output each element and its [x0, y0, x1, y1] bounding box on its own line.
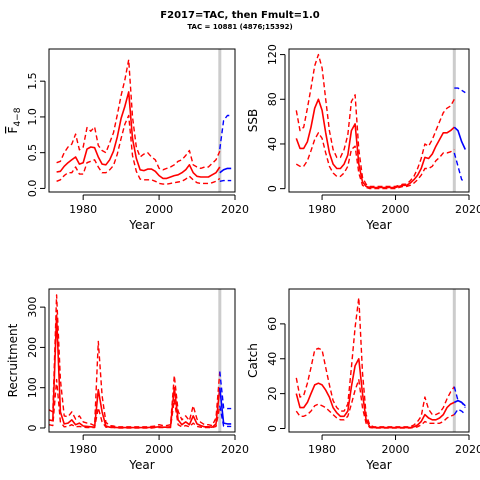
x-tick-label: 2020 [455, 443, 480, 456]
x-tick-label: 2000 [382, 443, 410, 456]
y-axis-title: Recruitment [6, 323, 20, 397]
figure-subtitle: TAC = 10881 (4876;15392) [187, 23, 293, 31]
y-tick-label: 40 [266, 137, 279, 151]
y-axis-title: SSB [246, 109, 260, 132]
x-axis-title: Year [128, 218, 154, 232]
y-tick-label: 100 [26, 377, 39, 398]
x-axis-title: Year [128, 458, 154, 472]
catch-panel: 1980 2000 2020 0 20 40 60 Year Catch [246, 288, 480, 472]
historical-lower-line [295, 132, 455, 190]
figure-title: F2017=TAC, then Fmult=1.0 [160, 10, 320, 21]
x-tick-label: 1980 [69, 443, 97, 456]
projection-median-line [219, 167, 232, 174]
ssb-panel: 1980 2000 2020 0 40 80 120 Year SSB [246, 44, 480, 232]
plot-area [56, 49, 232, 192]
y-tick-label: 0.5 [26, 144, 39, 162]
historical-upper-line [56, 59, 221, 171]
projection-lower-line [453, 152, 466, 183]
y-tick-label: 0 [266, 185, 279, 192]
y-tick-label: 60 [266, 317, 279, 331]
x-tick-label: 2020 [221, 443, 249, 456]
projection-median-line [453, 126, 467, 150]
plot-area [295, 289, 466, 432]
x-tick-label: 2020 [221, 203, 249, 216]
historical-median-line [295, 357, 455, 429]
y-tick-label: 0.0 [26, 180, 39, 198]
y-axis-title: F4−8 [6, 107, 23, 133]
plot-frame [48, 288, 236, 433]
historical-upper-line [295, 297, 455, 428]
y-tick-label: 200 [26, 337, 39, 358]
y-tick-label: 1.5 [26, 72, 39, 90]
y-tick-label: 1.0 [26, 108, 39, 126]
x-tick-label: 2000 [382, 203, 410, 216]
fbar-panel: 1980 2000 2020 0.0 0.5 1.0 1.5 Year F4−8 [6, 48, 249, 232]
x-tick-label: 1980 [308, 203, 336, 216]
projection-lower-line [219, 405, 232, 428]
projection-upper-line [453, 386, 466, 408]
projection-upper-line [219, 371, 232, 410]
x-tick-label: 1980 [69, 203, 97, 216]
projection-median-line [219, 387, 232, 425]
x-tick-label: 2000 [145, 443, 173, 456]
y-tick-label: 0 [26, 424, 39, 431]
historical-median-line [295, 98, 455, 189]
plot-area [295, 49, 467, 192]
plot-frame [288, 288, 470, 433]
x-tick-label: 2000 [145, 203, 173, 216]
y-tick-label: 80 [266, 92, 279, 106]
historical-lower-line [295, 379, 455, 429]
y-tick-label: 20 [266, 387, 279, 401]
plot-frame [48, 48, 236, 193]
historical-upper-line [49, 294, 221, 428]
x-axis-title: Year [365, 458, 391, 472]
y-tick-label: 120 [266, 44, 279, 65]
y-axis-title: Catch [246, 343, 260, 378]
historical-lower-line [49, 378, 221, 429]
x-tick-label: 2020 [455, 203, 480, 216]
y-tick-label: 40 [266, 352, 279, 366]
plot-frame [288, 48, 470, 193]
projection-lower-line [453, 408, 466, 416]
projection-upper-line [454, 87, 466, 94]
historical-lower-line [56, 114, 221, 185]
projection-upper-line [219, 114, 232, 150]
y-tick-label: 300 [26, 297, 39, 318]
x-tick-label: 1980 [308, 443, 336, 456]
recruitment-panel: 1980 2000 2020 0 100 200 300 Year Recruitment [6, 288, 249, 472]
plot-area [49, 289, 232, 432]
historical-median-line [49, 314, 221, 429]
x-axis-title: Year [365, 218, 391, 232]
y-tick-label: 0 [266, 425, 279, 432]
historical-median-line [56, 91, 221, 180]
projection-lower-line [219, 179, 232, 182]
